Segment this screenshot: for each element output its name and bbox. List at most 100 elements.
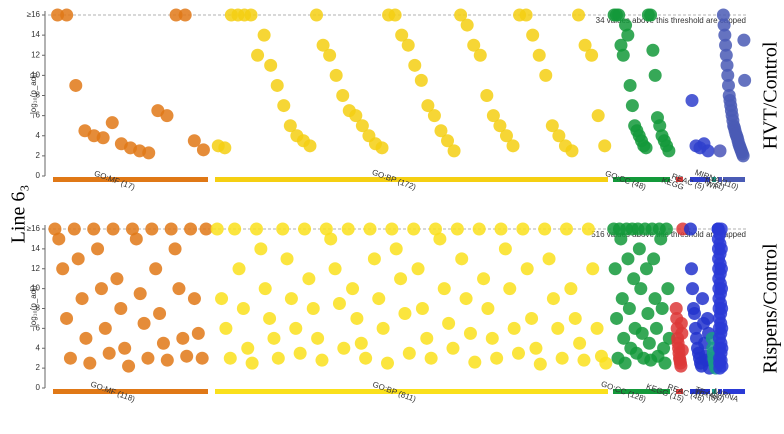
point [196, 143, 210, 157]
point [715, 321, 729, 335]
point [199, 222, 213, 236]
point [258, 282, 272, 296]
point [674, 359, 688, 373]
point [232, 262, 246, 276]
point [657, 341, 671, 355]
chart-title: Line 6₃ [8, 185, 30, 244]
y-axis-label: −log₁₀(p_adj) [29, 72, 38, 119]
point [477, 272, 491, 286]
point [494, 222, 508, 236]
point [617, 331, 631, 345]
point [280, 252, 294, 266]
point [385, 222, 399, 236]
point [341, 222, 355, 236]
point [271, 351, 285, 365]
point [526, 28, 540, 42]
point [337, 341, 351, 355]
point [122, 359, 136, 373]
y-tick-label: 8 [36, 304, 41, 313]
point [102, 346, 116, 360]
source-bar [215, 177, 608, 182]
point [621, 252, 635, 266]
point [669, 302, 683, 315]
point [67, 222, 81, 236]
point [721, 68, 735, 82]
point [75, 292, 89, 306]
y-tick-label: 12 [31, 50, 40, 59]
point [720, 58, 734, 72]
point [688, 306, 701, 320]
point [241, 341, 255, 355]
point [586, 262, 600, 276]
point [581, 222, 595, 236]
point [644, 8, 658, 22]
point [701, 311, 714, 325]
point [284, 292, 298, 306]
point [551, 321, 565, 335]
point [499, 129, 513, 143]
point [490, 351, 504, 365]
point [555, 351, 569, 365]
point [473, 48, 487, 62]
point [245, 356, 259, 370]
point [48, 222, 62, 236]
y-tick-label: 0 [36, 383, 41, 392]
point [69, 78, 83, 92]
point [83, 356, 97, 370]
point [715, 341, 729, 355]
point [349, 109, 363, 123]
point [619, 18, 633, 32]
point [401, 38, 415, 52]
point [168, 242, 182, 256]
point [149, 262, 163, 276]
point [437, 282, 451, 296]
point [87, 222, 101, 236]
point [520, 262, 534, 276]
point [649, 321, 663, 335]
point [675, 343, 689, 357]
point [71, 252, 85, 266]
source-bar [53, 177, 208, 182]
point [441, 134, 455, 148]
point [654, 232, 668, 246]
point [434, 124, 448, 138]
point [468, 355, 482, 369]
y-tick-label: 8 [36, 91, 41, 100]
point [52, 232, 66, 246]
point [578, 38, 592, 52]
point [411, 262, 425, 276]
point [394, 272, 408, 286]
point [172, 282, 186, 296]
point [191, 326, 205, 340]
point [249, 222, 263, 236]
point [568, 311, 582, 325]
point [94, 282, 108, 296]
point [648, 292, 662, 306]
point [372, 292, 386, 306]
point [315, 353, 329, 367]
point [450, 222, 464, 236]
y-tick-label: 2 [36, 363, 41, 372]
point [125, 222, 139, 236]
point [546, 292, 560, 306]
point [635, 326, 649, 340]
source-bar [718, 177, 722, 182]
point [455, 252, 469, 266]
point [323, 48, 337, 62]
point [618, 356, 632, 370]
point [311, 331, 325, 345]
source-bar [215, 389, 608, 394]
point [398, 306, 412, 320]
source-label: WP [704, 179, 719, 192]
point [715, 282, 729, 296]
point [738, 73, 752, 87]
point [565, 144, 579, 158]
point [598, 139, 612, 153]
point [714, 262, 728, 276]
point [719, 48, 733, 62]
point [615, 292, 629, 306]
point [408, 58, 422, 72]
point [118, 341, 132, 355]
point [298, 222, 312, 236]
